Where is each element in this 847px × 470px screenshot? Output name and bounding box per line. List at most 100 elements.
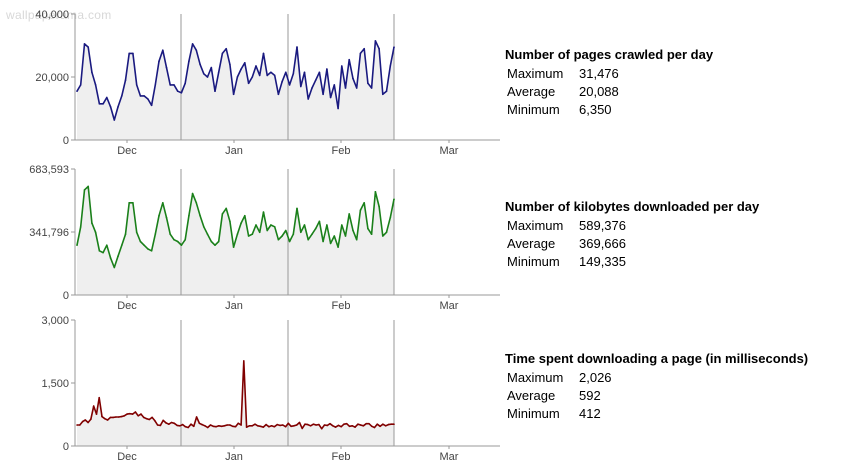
x-tick-label: Dec (117, 145, 137, 157)
data-point (318, 423, 320, 426)
data-point (370, 87, 373, 89)
data-point (225, 207, 227, 210)
data-point (117, 416, 120, 418)
data-point (314, 227, 317, 230)
data-point (337, 107, 339, 110)
data-point (217, 240, 220, 243)
data-point (132, 202, 134, 204)
data-point (169, 84, 171, 86)
data-point (195, 416, 198, 418)
data-point (295, 424, 298, 426)
data-point (221, 52, 224, 55)
kilobytes-downloaded-stats: Number of kilobytes downloaded per day M… (505, 199, 759, 271)
data-point (359, 424, 362, 426)
data-point (106, 244, 108, 246)
data-point (322, 93, 324, 96)
data-point (244, 214, 246, 217)
data-point (300, 231, 302, 234)
data-point (150, 250, 153, 252)
stats-row-maximum: Maximum 2,026 (505, 369, 614, 387)
data-point (191, 43, 194, 45)
data-point (343, 423, 345, 425)
data-point (128, 52, 130, 55)
data-point (387, 423, 390, 426)
data-point (296, 207, 298, 210)
data-point (131, 413, 134, 415)
data-point (320, 427, 323, 430)
data-point (389, 65, 392, 67)
stats-value: 149,335 (579, 254, 626, 269)
data-point (187, 426, 189, 429)
data-point (259, 425, 262, 428)
data-point (98, 396, 100, 399)
data-point (393, 423, 395, 425)
data-point (121, 244, 123, 246)
data-point (179, 425, 181, 427)
data-point (137, 415, 139, 417)
data-point (367, 227, 369, 230)
data-point (106, 419, 109, 421)
data-point (190, 423, 192, 425)
data-point (378, 47, 380, 50)
stats-row-average: Average 592 (505, 387, 614, 405)
data-point (87, 185, 89, 188)
data-point (104, 417, 106, 420)
data-point (247, 235, 250, 237)
stats-row-average: Average 369,666 (505, 235, 628, 253)
data-point (296, 46, 298, 48)
data-point (173, 238, 175, 241)
data-point (255, 224, 257, 226)
data-point (240, 68, 242, 70)
data-point (109, 106, 112, 108)
stats-row-maximum: Maximum 31,476 (505, 65, 621, 83)
stats-row-minimum: Minimum 6,350 (505, 101, 621, 119)
data-point (345, 422, 348, 425)
data-point (140, 413, 142, 415)
data-point (307, 98, 310, 100)
data-point (226, 424, 228, 426)
data-point (195, 202, 198, 204)
data-point (371, 425, 373, 428)
stats-label: Minimum (507, 102, 560, 117)
data-point (301, 427, 304, 430)
data-point (201, 423, 203, 426)
data-point (284, 425, 287, 428)
data-point (158, 60, 160, 63)
data-point (176, 90, 179, 92)
x-tick-label: Jan (225, 451, 243, 463)
data-point (76, 424, 78, 426)
data-point (139, 95, 142, 97)
data-point (266, 74, 269, 77)
stats-title: Number of kilobytes downloaded per day (505, 199, 760, 214)
data-point (134, 411, 137, 413)
data-point (203, 73, 205, 75)
data-point (322, 240, 324, 243)
data-point (206, 426, 209, 429)
data-point (315, 424, 317, 426)
x-tick-label: Jan (225, 145, 243, 157)
data-point (329, 96, 332, 99)
data-point (195, 49, 198, 51)
data-point (91, 71, 93, 74)
data-point (251, 425, 253, 427)
data-point (206, 76, 209, 78)
data-point (124, 233, 127, 235)
data-point (329, 242, 332, 245)
data-point (94, 84, 97, 86)
data-point (126, 413, 128, 415)
y-tick-label: 341,796 (29, 227, 69, 239)
data-point (237, 422, 240, 425)
data-point (374, 191, 377, 193)
data-point (162, 419, 164, 422)
download-time-stats: Time spent downloading a page (in millis… (505, 351, 808, 423)
data-point (156, 424, 159, 426)
data-point (368, 422, 370, 425)
data-point (298, 421, 301, 424)
data-point (87, 421, 89, 424)
data-point (344, 87, 347, 89)
data-point (258, 231, 261, 234)
data-point (154, 84, 157, 86)
data-point (220, 425, 223, 428)
data-point (248, 425, 251, 427)
x-tick-label: Feb (332, 300, 351, 312)
